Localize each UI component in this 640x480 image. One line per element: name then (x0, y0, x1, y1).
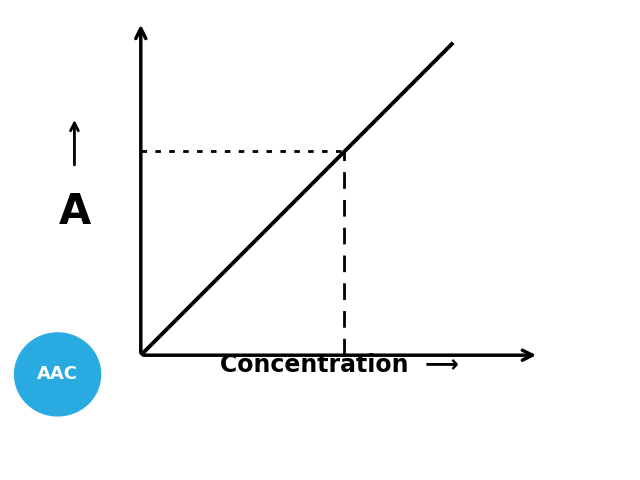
Text: from calibration graph: from calibration graph (134, 440, 506, 468)
Text: AAC: AAC (37, 365, 78, 384)
Text: Concentration  ⟶: Concentration ⟶ (220, 353, 459, 377)
Circle shape (15, 333, 100, 416)
Text: Determination of concentration: Determination of concentration (61, 392, 579, 420)
Text: A: A (58, 192, 90, 233)
